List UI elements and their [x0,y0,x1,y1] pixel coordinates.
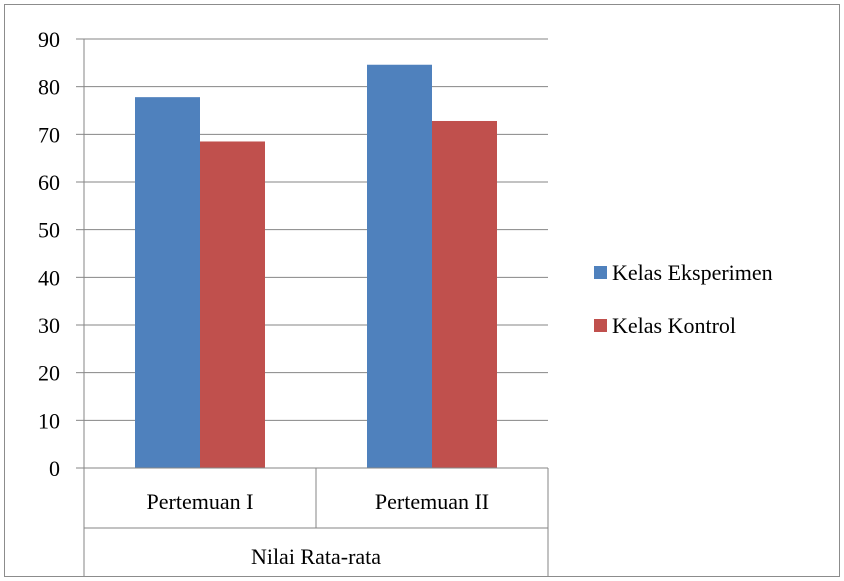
y-tick-label: 40 [38,265,60,290]
y-tick-label: 80 [38,75,60,100]
legend: Kelas Eksperimen Kelas Kontrol [594,258,773,364]
y-tick-label: 0 [49,456,60,481]
y-tick-label: 70 [38,122,60,147]
y-tick-label: 10 [38,408,60,433]
bar-kelas-eksperimen [135,97,200,468]
bar-kelas-kontrol [200,141,265,468]
x-category-label: Pertemuan II [375,489,489,514]
legend-item: Kelas Eksperimen [594,258,773,287]
legend-label: Kelas Eksperimen [612,260,773,286]
y-tick-label: 60 [38,170,60,195]
x-group-label: Nilai Rata-rata [251,544,381,569]
bar-kelas-kontrol [432,121,497,468]
x-category-label: Pertemuan I [147,489,254,514]
bars [135,65,497,468]
legend-swatch [594,266,607,279]
y-tick-label: 20 [38,361,60,386]
legend-label: Kelas Kontrol [612,313,736,339]
y-tick-label: 50 [38,218,60,243]
legend-swatch [594,319,607,332]
y-tick-label: 30 [38,313,60,338]
y-tick-label: 90 [38,27,60,52]
bar-kelas-eksperimen [367,65,432,468]
legend-item: Kelas Kontrol [594,311,773,340]
